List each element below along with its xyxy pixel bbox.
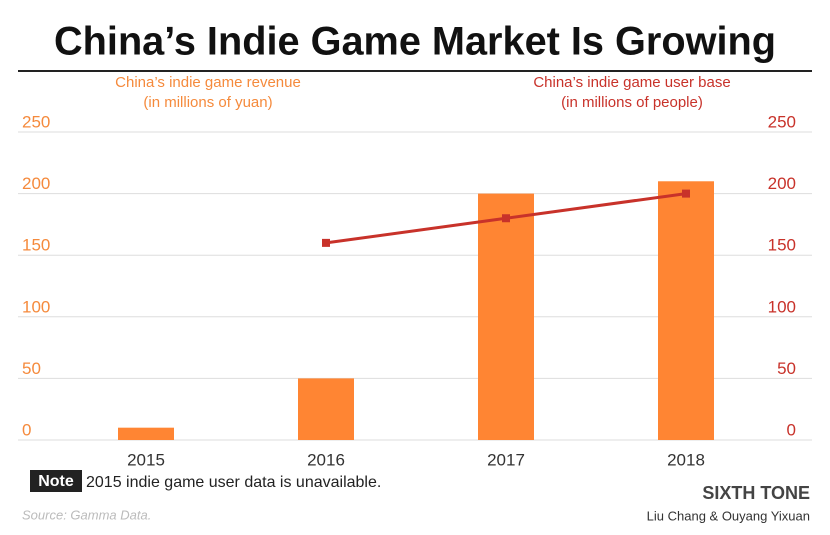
x-tick-label: 2016 [307, 450, 345, 469]
note: 2015 indie game user data is unavailable… [86, 474, 381, 491]
y-tick-label: 150 [22, 236, 50, 255]
y-tick-label: 50 [22, 359, 41, 378]
y-axis-label: (in millions of yuan) [143, 94, 272, 111]
y2-tick-label: 100 [768, 297, 796, 316]
credit: Liu Chang & Ouyang Yixuan [647, 508, 810, 523]
x-tick-label: 2017 [487, 450, 525, 469]
x-tick-label: 2015 [127, 450, 165, 469]
y2-tick-label: 250 [768, 112, 796, 131]
note-label: Note [38, 473, 74, 490]
chart-title: China’s Indie Game Market Is Growing [54, 20, 776, 64]
y2-axis-label: (in millions of people) [561, 94, 703, 111]
bar [118, 427, 174, 440]
y2-tick-label: 0 [787, 420, 796, 439]
brand: SIXTH TONE [702, 483, 810, 503]
y2-axis-label: China’s indie game user base [533, 74, 730, 91]
bar [658, 181, 714, 440]
y-tick-label: 200 [22, 174, 50, 193]
bar [298, 378, 354, 440]
line-marker [322, 238, 330, 247]
y2-tick-label: 200 [768, 174, 796, 193]
y-tick-label: 0 [22, 420, 31, 439]
line-marker [682, 189, 690, 198]
y-tick-label: 250 [22, 112, 50, 131]
y2-tick-label: 50 [777, 359, 796, 378]
y-axis-label: China’s indie game revenue [115, 74, 301, 91]
y2-tick-label: 150 [768, 236, 796, 255]
bar [478, 193, 534, 440]
line-marker [502, 214, 510, 223]
x-tick-label: 2018 [667, 450, 705, 469]
y-tick-label: 100 [22, 297, 50, 316]
note-badge [30, 470, 82, 492]
source: Source: Gamma Data. [22, 507, 151, 522]
